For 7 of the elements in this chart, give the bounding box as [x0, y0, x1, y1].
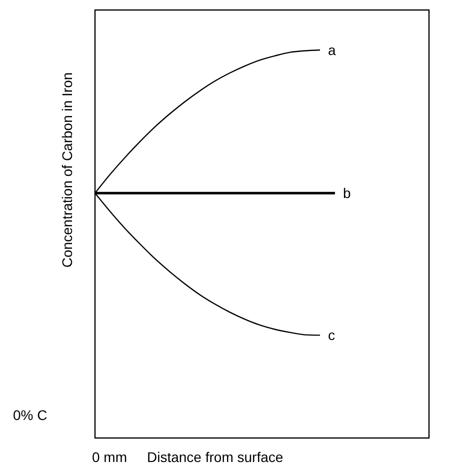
y-axis-title: Concentration of Carbon in Iron [59, 72, 75, 268]
series-label: b [343, 185, 351, 202]
series-label: c [328, 327, 335, 344]
x-axis-title: Distance from surface [147, 449, 284, 465]
text: 0 mm [92, 449, 127, 465]
text: 0% C [13, 407, 48, 423]
series-label: a [328, 42, 336, 58]
